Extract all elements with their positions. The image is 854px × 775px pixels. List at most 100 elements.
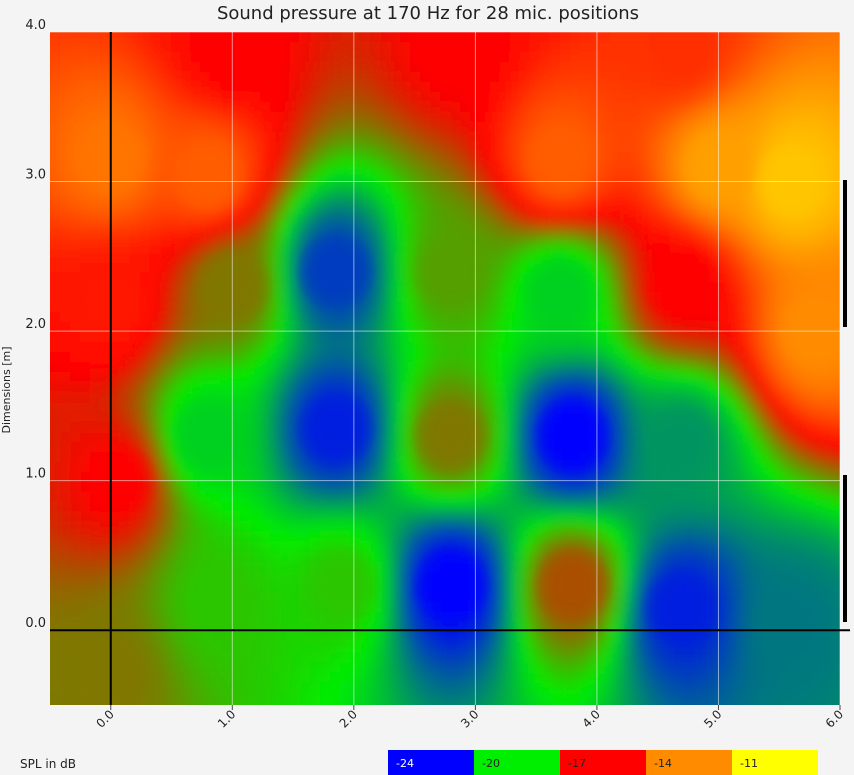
heat-cell	[50, 582, 61, 593]
heat-cell	[270, 532, 281, 543]
heat-cell	[330, 142, 341, 153]
heat-cell	[600, 32, 611, 43]
heat-cell	[850, 532, 854, 543]
heat-cell	[110, 532, 121, 543]
heat-cell	[510, 272, 521, 283]
heat-cell	[580, 352, 591, 363]
heat-cell	[50, 92, 61, 103]
heat-cell	[750, 382, 761, 393]
heat-cell	[130, 222, 141, 233]
heat-cell	[850, 42, 854, 53]
heat-cell	[60, 92, 71, 103]
heat-cell	[760, 322, 771, 333]
heat-cell	[290, 232, 301, 243]
heat-cell	[140, 322, 151, 333]
heat-cell	[660, 552, 671, 563]
heat-cell	[150, 552, 161, 563]
heat-cell	[150, 582, 161, 593]
heat-cell	[840, 72, 851, 83]
heat-cell	[550, 352, 561, 363]
heat-cell	[460, 92, 471, 103]
heat-cell	[50, 72, 51, 83]
heat-cell	[170, 292, 181, 303]
heat-cell	[210, 492, 221, 503]
heat-cell	[790, 132, 801, 143]
heat-cell	[30, 242, 41, 253]
heat-cell	[110, 242, 121, 253]
heat-cell	[120, 372, 131, 383]
heat-cell	[630, 462, 641, 473]
heat-cell	[50, 52, 61, 63]
heat-cell	[710, 12, 721, 23]
heat-cell	[260, 392, 271, 403]
heat-cell	[290, 152, 301, 163]
heat-cell	[360, 212, 371, 223]
heat-cell	[720, 522, 731, 533]
heat-cell	[600, 202, 611, 213]
heat-cell	[160, 172, 171, 183]
heat-cell	[280, 52, 291, 63]
heat-cell	[80, 72, 91, 83]
heat-cell	[620, 532, 631, 543]
heat-cell	[300, 312, 311, 323]
heat-cell	[490, 192, 501, 203]
heat-cell	[800, 122, 811, 133]
heat-cell	[250, 82, 261, 93]
heat-cell	[510, 382, 521, 393]
heat-cell	[330, 202, 341, 213]
heat-cell	[680, 122, 691, 133]
heat-cell	[250, 422, 261, 433]
heat-cell	[540, 82, 551, 93]
heat-cell	[780, 422, 791, 433]
heat-cell	[720, 302, 731, 313]
heat-cell	[680, 12, 691, 23]
heat-cell	[50, 42, 61, 53]
heat-cell	[500, 372, 511, 383]
heat-cell	[420, 492, 431, 503]
heat-cell	[520, 482, 531, 493]
heat-cell	[380, 302, 391, 313]
heat-cell	[600, 542, 611, 553]
heat-cell	[570, 102, 581, 113]
heat-cell	[480, 182, 491, 193]
heat-cell	[610, 172, 621, 183]
heat-cell	[770, 462, 781, 473]
heat-cell	[250, 222, 261, 233]
heat-cell	[350, 502, 361, 513]
heat-cell	[60, 282, 71, 293]
heat-cell	[110, 362, 121, 373]
heat-cell	[500, 332, 511, 343]
heat-cell	[130, 362, 141, 373]
heat-cell	[30, 262, 41, 273]
heat-cell	[500, 432, 511, 443]
heat-cell	[540, 102, 551, 113]
heat-cell	[670, 112, 681, 123]
heat-cell	[180, 482, 191, 493]
heat-cell	[350, 92, 361, 103]
heat-cell	[360, 372, 371, 383]
heat-cell	[480, 72, 491, 83]
heat-cell	[850, 262, 854, 273]
heat-field	[30, 12, 854, 705]
heat-cell	[380, 472, 391, 483]
heat-cell	[400, 152, 411, 163]
heat-cell	[330, 72, 341, 83]
heat-cell	[190, 502, 201, 513]
heat-cell	[800, 532, 811, 543]
heat-cell	[540, 372, 551, 383]
heat-cell	[790, 72, 801, 83]
heat-cell	[370, 552, 381, 563]
heat-cell	[150, 372, 161, 383]
heat-cell	[400, 162, 411, 173]
heat-cell	[70, 322, 81, 333]
heat-cell	[660, 512, 671, 523]
heat-cell	[520, 102, 531, 113]
heat-cell	[70, 402, 81, 413]
heat-cell	[560, 42, 571, 53]
heat-cell	[560, 112, 571, 123]
heat-cell	[750, 342, 761, 353]
heat-cell	[560, 212, 571, 223]
heat-cell	[520, 422, 531, 433]
heat-cell	[370, 292, 381, 303]
heat-cell	[60, 252, 71, 263]
